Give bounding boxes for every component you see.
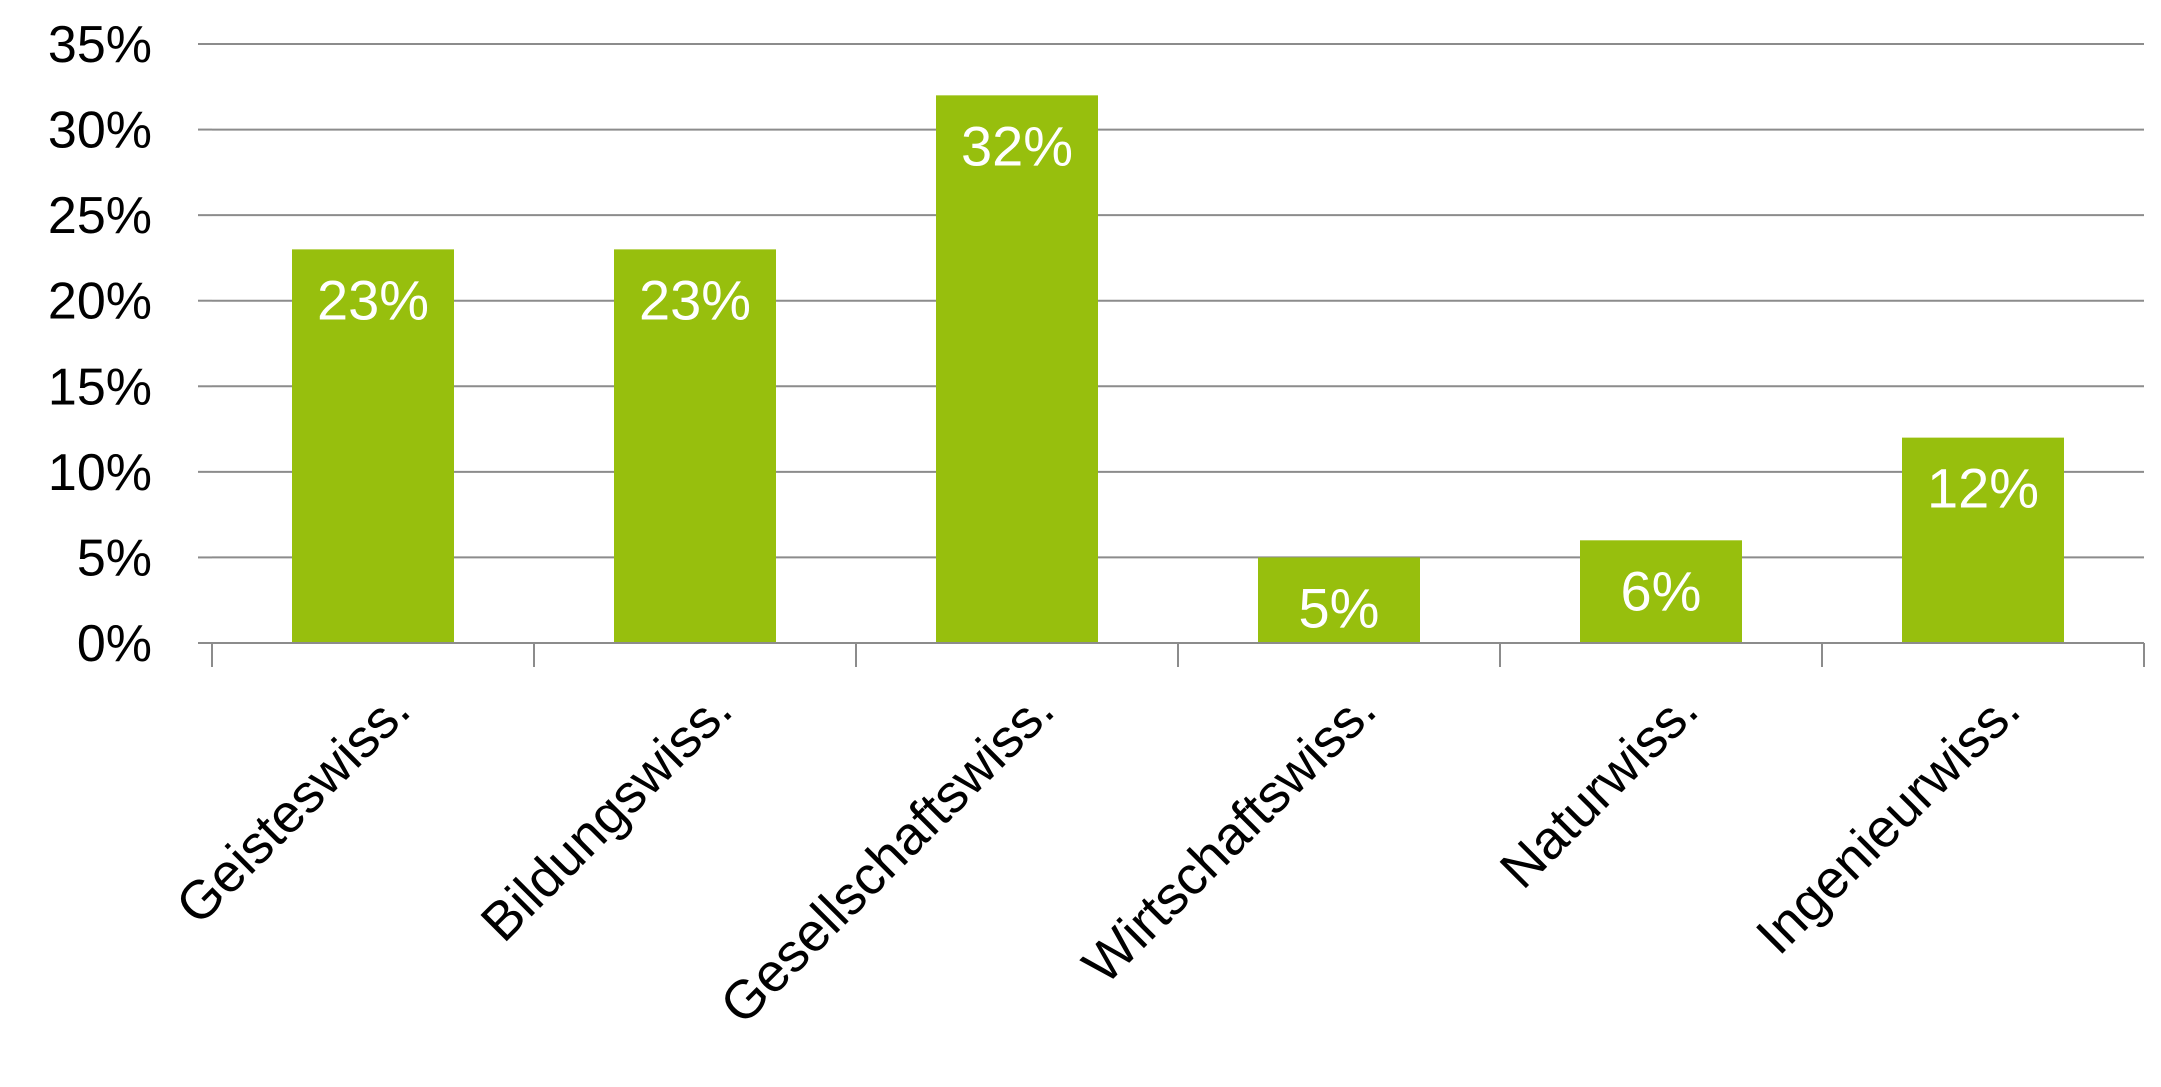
data-labels: 23% 23% 32% 5% 6% 12% — [317, 114, 2039, 639]
y-tick-label: 30% — [48, 102, 152, 160]
x-tick-label: Naturwiss. — [1489, 679, 1710, 900]
x-axis-tick-labels: Geisteswiss. Bildungswiss.Gesellschaftswi… — [165, 679, 2032, 1035]
y-tick-label: 25% — [48, 187, 152, 245]
x-axis — [198, 642, 2145, 667]
x-tick-label: Geisteswiss. — [165, 679, 422, 936]
data-label: 23% — [639, 268, 751, 331]
y-tick-label: 5% — [77, 529, 152, 587]
y-tick-label: 35% — [48, 16, 152, 74]
x-tick-label: Bildungswiss. — [470, 679, 744, 953]
data-label: 12% — [1927, 457, 2039, 520]
bar-2 — [936, 95, 1098, 644]
bar-4 — [1580, 540, 1742, 643]
data-label: 5% — [1299, 576, 1380, 639]
x-tick-label: Ingenieurwiss. — [1745, 679, 2032, 966]
bar-1 — [614, 249, 776, 643]
y-tick-label: 20% — [48, 273, 152, 331]
y-axis-tick-labels: 0% 5% 10% 15% 20% 25% 30% 35% — [48, 16, 152, 673]
y-tick-label: 15% — [48, 358, 152, 416]
y-tick-label: 10% — [48, 444, 152, 502]
bar-5 — [1902, 437, 2064, 643]
data-label: 6% — [1621, 559, 1702, 622]
bars — [292, 95, 2064, 644]
data-label: 23% — [317, 268, 429, 331]
bar-0 — [292, 249, 454, 643]
bar-3 — [1258, 557, 1420, 643]
y-tick-label: 0% — [77, 615, 152, 673]
data-label: 32% — [961, 114, 1073, 177]
gridlines — [198, 43, 2144, 644]
x-tick-label: Wirtschaftswiss. — [1071, 679, 1387, 995]
x-tick-label: Gesellschaftswiss. — [709, 679, 1065, 1035]
